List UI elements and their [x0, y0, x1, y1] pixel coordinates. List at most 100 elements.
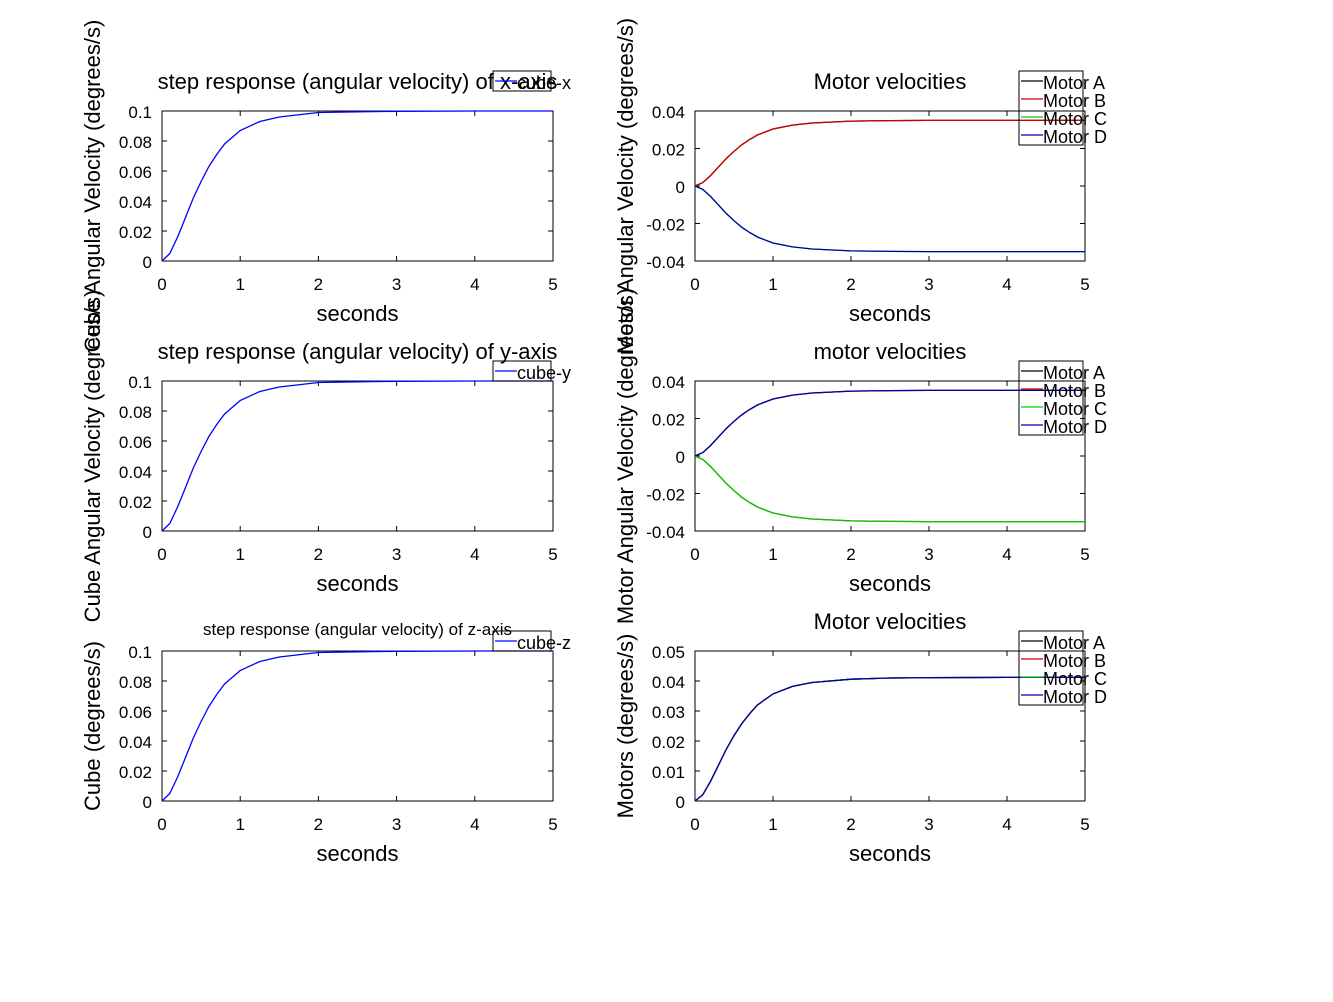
legend-entry: Motor B: [1043, 381, 1106, 401]
x-tick-label: 3: [924, 545, 933, 564]
y-tick-label: 0.04: [652, 103, 685, 122]
chart-title: step response (angular velocity) of y-ax…: [158, 339, 558, 364]
y-tick-label: 0.08: [119, 133, 152, 152]
y-tick-label: 0.04: [119, 733, 152, 752]
plot-frame: [694, 380, 1086, 532]
x-axis-label: seconds: [849, 571, 931, 596]
x-tick-label: 1: [235, 545, 244, 564]
x-tick-label: 1: [235, 815, 244, 834]
x-tick-label: 2: [846, 815, 855, 834]
x-tick-label: 4: [1002, 275, 1011, 294]
series-line-motor-b: [694, 119, 1085, 187]
chart-title: step response (angular velocity) of x-ax…: [158, 69, 558, 94]
y-tick-label: 0.1: [128, 103, 152, 122]
series-line-motor-d: [694, 389, 1085, 457]
x-tick-label: 5: [1080, 545, 1089, 564]
x-tick-label: 0: [690, 545, 699, 564]
y-tick-label: 0.04: [652, 373, 685, 392]
x-tick-label: 2: [314, 545, 323, 564]
legend-box: [1018, 630, 1084, 706]
y-axis-label: Motors (degrees/s): [613, 634, 638, 819]
legend-entry: Motor C: [1043, 109, 1107, 129]
legend-box: [1018, 70, 1084, 146]
y-tick-label: 0: [143, 793, 152, 812]
y-tick-label: 0.06: [119, 433, 152, 452]
x-axis-label: seconds: [849, 841, 931, 866]
x-tick-label: 1: [768, 815, 777, 834]
series-line-motor-d: [694, 185, 1085, 253]
x-tick-label: 5: [1080, 815, 1089, 834]
plot-frame: [694, 110, 1086, 262]
y-axis-label: Cube (degrees/s): [80, 641, 105, 811]
x-tick-label: 2: [846, 545, 855, 564]
series-line-motor-c: [694, 455, 1085, 523]
x-tick-label: 3: [392, 275, 401, 294]
y-tick-label: 0.02: [119, 493, 152, 512]
y-tick-label: 0.02: [652, 141, 685, 160]
legend-entry: Motor B: [1043, 91, 1106, 111]
y-tick-label: 0: [143, 253, 152, 272]
legend-box: [492, 630, 552, 652]
series-line-motor-b: [694, 676, 1085, 802]
legend-box: [492, 360, 552, 382]
x-axis-label: seconds: [317, 841, 399, 866]
x-tick-label: 5: [548, 545, 557, 564]
series-line-motor-c: [694, 185, 1085, 253]
x-tick-label: 5: [1080, 275, 1089, 294]
legend-entry: Motor D: [1043, 687, 1107, 707]
chart-title: Motor velocities: [814, 609, 967, 634]
x-tick-label: 2: [314, 815, 323, 834]
chart-panel-1: 0 1 2 3 4 5 0 0.02 0.04 0.06 0.08 0.1 step response …: [80, 20, 571, 353]
series-line-cube-x: [161, 110, 553, 262]
legend-entry: Motor D: [1043, 417, 1107, 437]
y-tick-label: -0.04: [646, 523, 685, 542]
chart-panel-3: 0 1 2 3 4 5 0 0.02 0.04 0.06 0.08 0.1 step response …: [80, 290, 571, 623]
x-tick-label: 0: [157, 545, 166, 564]
y-tick-label: -0.02: [646, 486, 685, 505]
x-tick-label: 5: [548, 815, 557, 834]
plot-frame: [161, 110, 554, 262]
x-tick-label: 0: [157, 275, 166, 294]
x-tick-label: 0: [690, 815, 699, 834]
y-tick-label: 0.03: [652, 703, 685, 722]
legend-entry: cube-z: [517, 633, 571, 653]
chart-title: motor velocities: [814, 339, 967, 364]
legend: cube-z: [492, 630, 571, 653]
x-tick-label: 1: [768, 545, 777, 564]
y-tick-label: -0.02: [646, 216, 685, 235]
y-tick-label: 0.02: [119, 223, 152, 242]
chart-title: step response (angular velocity) of z-ax…: [203, 620, 512, 639]
y-tick-label: 0.02: [652, 733, 685, 752]
x-tick-label: 4: [470, 275, 479, 294]
x-tick-label: 3: [924, 275, 933, 294]
y-tick-label: 0.06: [119, 703, 152, 722]
legend-entry: Motor D: [1043, 127, 1107, 147]
series-line-motor-a: [694, 676, 1085, 802]
y-tick-label: 0: [143, 523, 152, 542]
y-tick-label: 0: [676, 793, 685, 812]
x-tick-label: 0: [157, 815, 166, 834]
y-tick-label: 0.04: [119, 463, 152, 482]
x-tick-label: 1: [768, 275, 777, 294]
series-line-motor-a: [694, 119, 1085, 187]
chart-panel-2: 0 1 2 3 4 5 -0.04 -0.02 0 0.02 0.04 Motor velocitie…: [613, 18, 1107, 354]
chart-panel-5: 0 1 2 3 4 5 0 0.02 0.04 0.06 0.08 0.1 step response …: [80, 620, 571, 866]
legend-box: [1018, 360, 1084, 436]
y-tick-label: 0.08: [119, 673, 152, 692]
series-line-motor-b: [694, 455, 1085, 523]
y-axis-label: Motor Angular Velocity (degrees/s): [613, 18, 638, 354]
chart-title: Motor velocities: [814, 69, 967, 94]
x-tick-label: 2: [846, 275, 855, 294]
series-line-motor-a: [694, 389, 1085, 457]
legend-box: [492, 70, 552, 92]
y-tick-label: 0.04: [119, 193, 152, 212]
legend: cube-x: [492, 70, 571, 93]
x-tick-label: 3: [392, 545, 401, 564]
x-axis-label: seconds: [317, 301, 399, 326]
legend-entry: cube-x: [517, 73, 571, 93]
y-axis-label: Motor Angular Velocity (degrees/s): [613, 288, 638, 624]
y-tick-label: 0.04: [652, 673, 685, 692]
